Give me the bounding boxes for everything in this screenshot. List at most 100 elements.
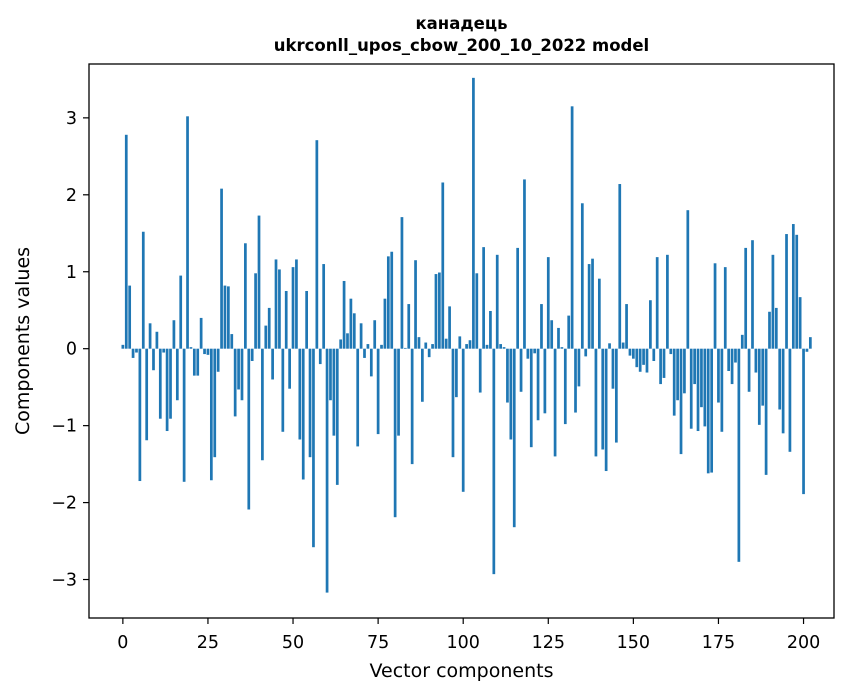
bar-109 [492,348,496,575]
axes-frame [88,63,835,619]
bar-187 [757,348,761,425]
bar-123 [540,304,543,349]
chart-title: канадець [415,14,507,33]
x-axis: 0 25 50 75 100 125 150 175 200 [117,618,820,653]
bar-4 [135,348,138,353]
bar-5 [138,348,142,482]
bar-10 [155,331,159,349]
bar-197 [791,224,795,349]
bar-39 [254,273,257,349]
bar-80 [393,348,397,518]
bar-136 [584,348,588,357]
bar-106 [482,247,485,349]
bar-140 [597,278,601,349]
bar-9 [152,348,155,371]
bar-53 [301,348,305,480]
bar-177 [723,267,727,349]
bar-190 [768,311,771,349]
bar-85 [410,348,414,465]
bar-105 [478,348,482,393]
bar-171 [703,348,707,427]
bar-22 [196,348,200,376]
bar-7 [145,348,149,441]
bar-163 [676,348,679,401]
bar-46 [278,269,281,349]
x-tick-label-200: 200 [787,633,820,653]
y-tick-label-3: 3 [66,109,77,129]
bar-2 [128,285,132,349]
bar-182 [740,334,744,349]
bar-14 [169,348,172,419]
bar-73 [369,348,373,377]
plot-area [121,77,812,593]
bar-178 [727,348,731,371]
bar-166 [686,210,690,349]
bar-161 [669,348,673,355]
bar-37 [247,348,251,510]
bar-167 [689,348,693,429]
bar-169 [696,348,700,432]
bar-89 [424,342,428,349]
bar-147 [621,342,625,349]
bar-156 [652,348,656,361]
bar-133 [574,348,577,413]
bar-159 [662,348,666,378]
y-axis: −3 −2 −1 0 1 2 3 [51,109,89,591]
bar-148 [625,304,628,349]
bar-103 [472,77,475,349]
bar-176 [720,348,724,432]
bar-65 [342,280,346,349]
bar-191 [771,254,775,349]
bar-137 [587,264,591,349]
bar-44 [271,348,274,380]
bar-124 [543,348,547,414]
bar-192 [774,307,778,349]
bar-174 [713,263,717,349]
bar-172 [706,348,710,474]
bar-95 [444,338,448,349]
bar-11 [158,348,162,419]
bar-117 [519,348,523,392]
bar-195 [785,234,788,349]
y-axis-label: Components values [12,247,34,435]
bar-55 [308,348,312,458]
bar-52 [298,348,302,440]
bar-186 [754,348,758,373]
bar-199 [798,297,802,349]
chart-subtitle: ukrconll_upos_cbow_200_10_2022 model [274,36,649,55]
bar-194 [781,348,785,434]
bar-149 [628,348,632,356]
bar-54 [305,290,308,349]
y-tick-label-1: 1 [66,263,77,283]
bar-130 [563,348,567,425]
bar-119 [526,348,530,359]
bar-99 [458,336,462,349]
bar-153 [642,348,645,365]
bar-3 [131,348,135,358]
bar-146 [618,184,622,349]
bar-19 [186,116,189,349]
bar-97 [451,348,455,458]
bar-201 [805,348,809,352]
bar-6 [141,231,145,349]
bar-114 [509,348,513,440]
bar-33 [233,348,237,417]
bar-88 [421,348,424,402]
bar-68 [352,313,356,349]
bar-13 [165,348,169,432]
bar-193 [778,348,782,410]
bar-128 [557,327,560,349]
bar-120 [529,348,533,448]
bar-198 [795,234,799,349]
bar-87 [417,337,421,349]
bar-129 [560,347,564,349]
bar-108 [489,310,492,349]
bar-63 [335,348,339,485]
x-axis-label: Vector components [370,660,554,682]
bar-115 [512,348,516,528]
bar-132 [570,106,574,349]
bar-32 [230,334,234,349]
bar-100 [461,348,465,492]
x-tick-label-25: 25 [197,633,219,653]
bar-121 [533,348,537,354]
